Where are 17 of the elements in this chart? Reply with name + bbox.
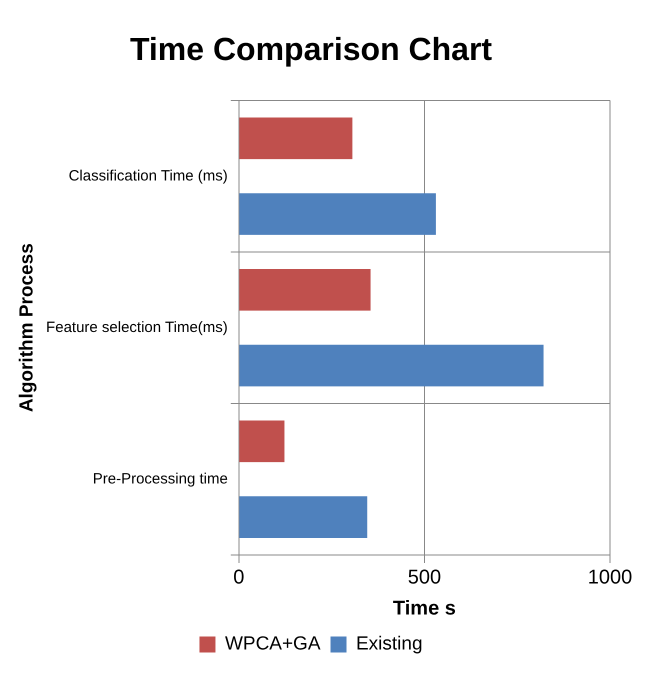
bar <box>239 344 544 386</box>
legend-label: Existing <box>356 634 423 655</box>
x-tick-label: 1000 <box>588 566 632 589</box>
bar <box>239 117 352 160</box>
bar <box>239 268 371 311</box>
y-axis-title: Algorithm Process <box>16 243 38 412</box>
y-tick-label: Pre-Processing time <box>92 470 228 488</box>
x-axis-title: Time s <box>392 598 456 620</box>
y-tick-label: Feature selection Time(ms) <box>46 318 228 336</box>
bar <box>239 420 284 462</box>
bar <box>239 496 368 538</box>
chart-title: Time Comparison Chart <box>130 31 492 68</box>
x-tick-label: 0 <box>233 566 244 589</box>
bar <box>239 193 436 235</box>
legend-label: WPCA+GA <box>224 634 321 655</box>
x-tick-label: 500 <box>408 566 442 589</box>
y-tick-label: Classification Time (ms) <box>68 167 228 184</box>
